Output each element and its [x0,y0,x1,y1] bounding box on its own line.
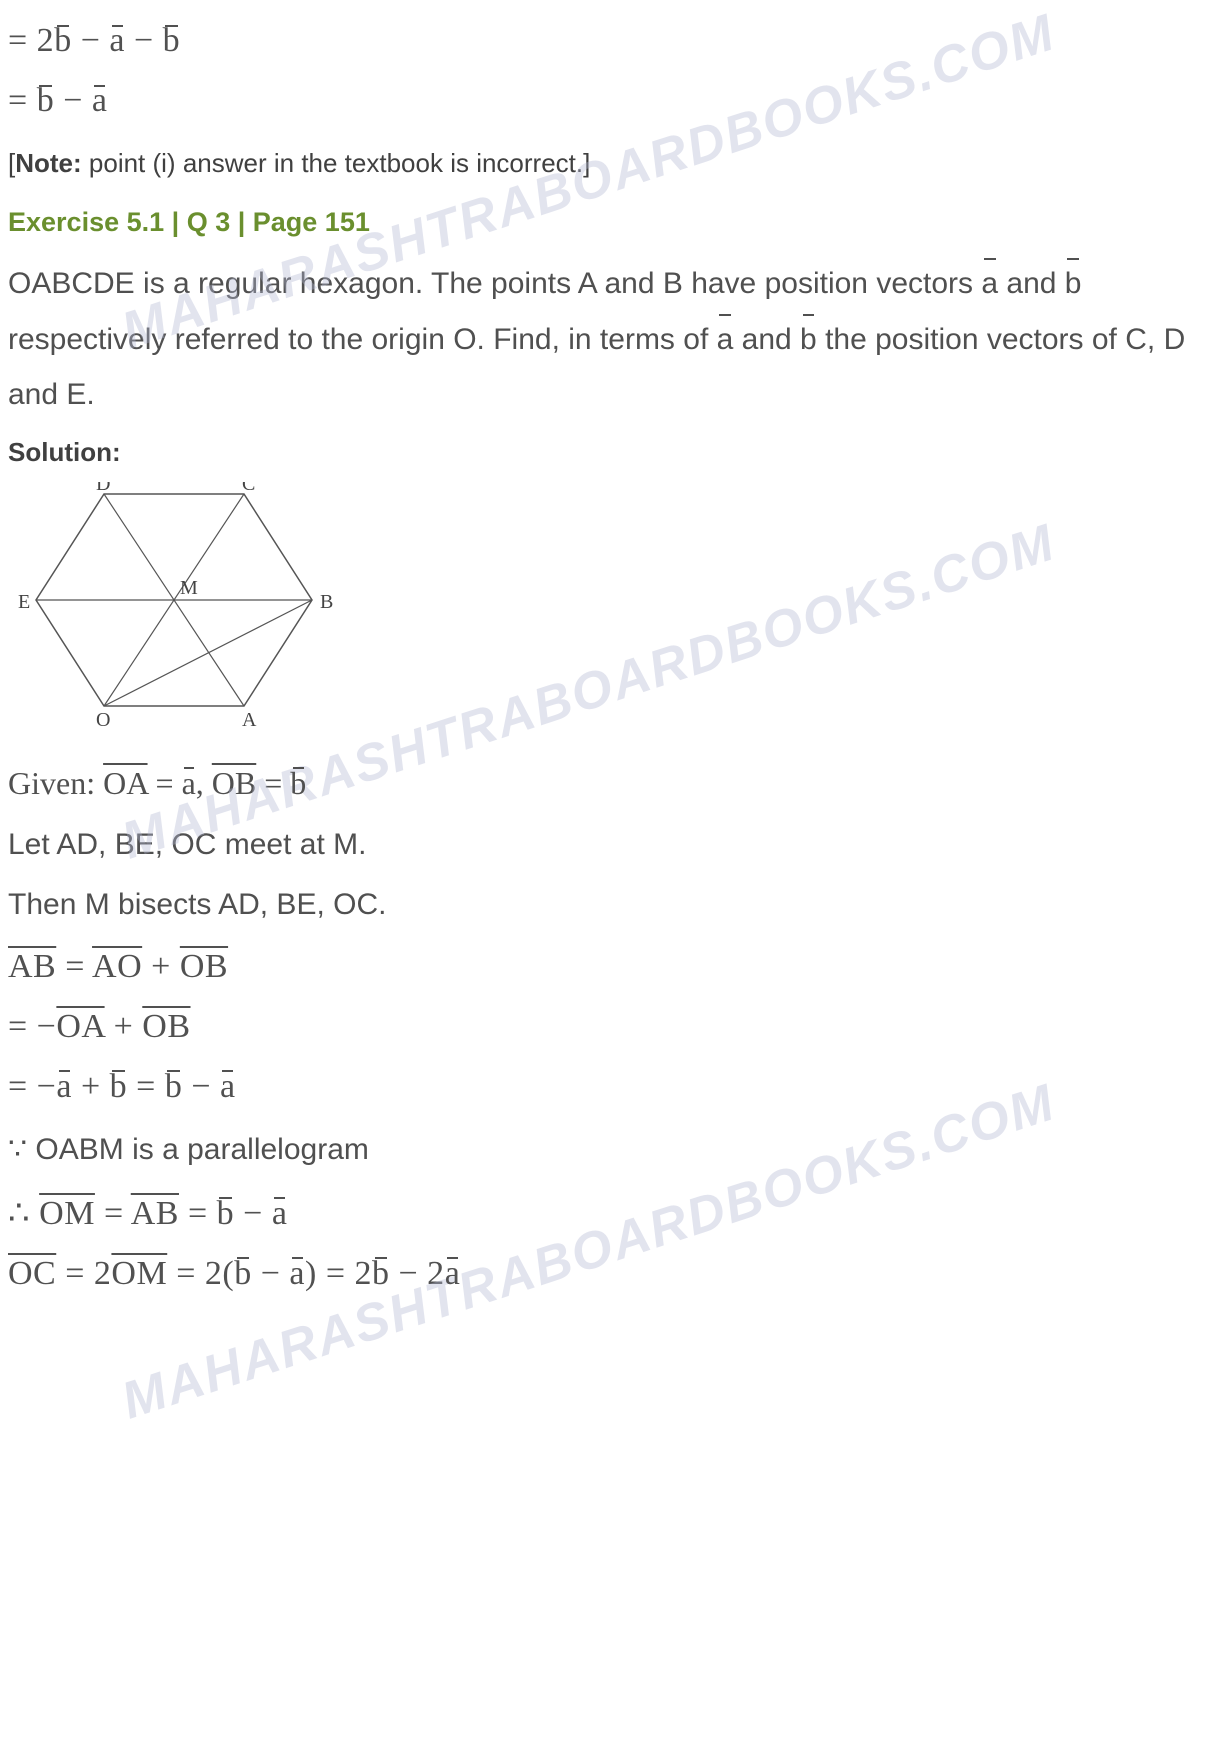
label-c: C [242,482,255,495]
watermark: MAHARASHTRABOARDBOOKS.COM [115,1072,1063,1431]
label-e: E [18,591,30,613]
therefore-om: ∴ OM = AB = b − a [8,1193,1216,1233]
meet-line: Let AD, BE, OC meet at M. [8,828,1216,862]
question-text: OABCDE is a regular hexagon. The points … [8,256,1216,423]
eq-ab2: = −OA + OB [8,1008,1216,1046]
exercise-heading: Exercise 5.1 | Q 3 | Page 151 [8,207,1216,238]
label-d: D [96,482,110,495]
bisect-line: Then M bisects AD, BE, OC. [8,888,1216,922]
note-body: point (i) answer in the textbook is inco… [82,148,591,178]
note-text: [Note: point (i) answer in the textbook … [8,148,1216,179]
equation-line-2: = b − a [8,82,1216,120]
note-bold: Note: [15,148,81,178]
label-o: O [96,709,110,731]
label-m: M [180,577,198,599]
label-a: A [242,709,257,731]
eq-oc: OC = 2OM = 2(b − a) = 2b − 2a [8,1255,1216,1293]
hexagon-figure: D C E B O A M [14,482,1216,739]
eq-ab1: AB = AO + OB [8,948,1216,986]
given-line: Given: OA = a, OB = b [8,765,1216,802]
parallelogram-line: ∵ OABM is a parallelogram [8,1132,1216,1167]
line-ob [104,600,312,706]
label-b: B [320,591,333,613]
equation-line-1: = 2b − a − b [8,22,1216,60]
eq-ab3: = −a + b = b − a [8,1068,1216,1106]
solution-label: Solution: [8,437,1216,468]
